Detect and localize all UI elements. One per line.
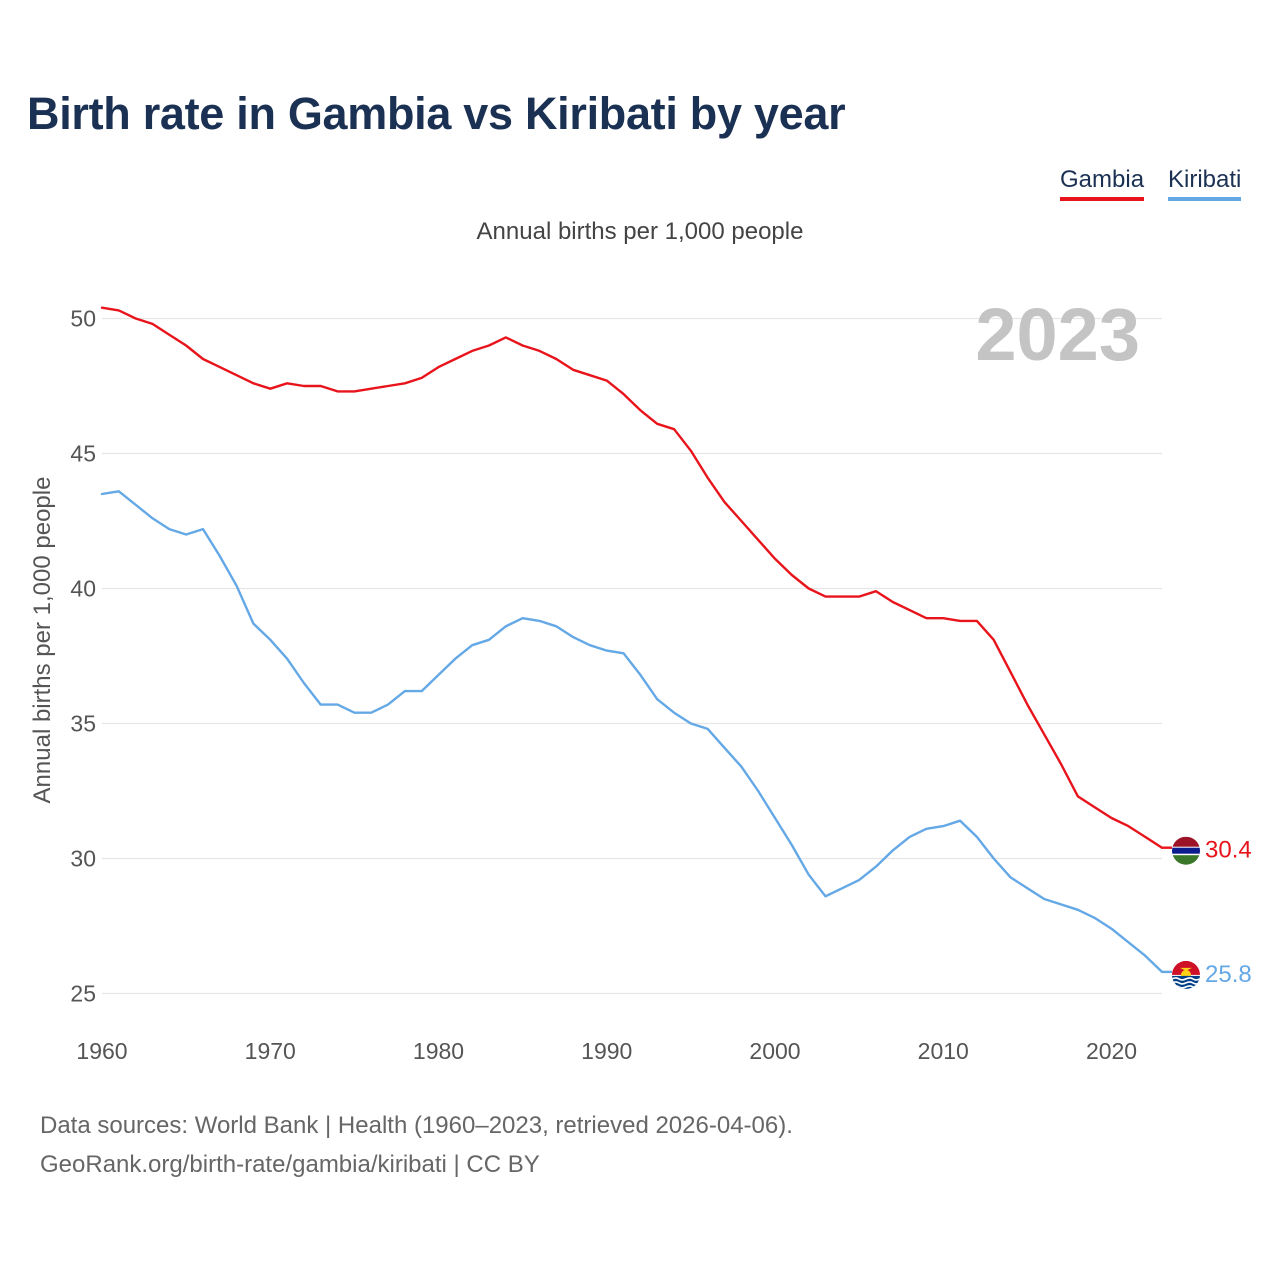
legend-swatch-gambia: [1060, 197, 1145, 201]
y-tick-label-30: 30: [70, 846, 96, 872]
source-line-2[interactable]: GeoRank.org/birth-rate/gambia/kiribati |…: [40, 1151, 540, 1178]
y-tick-label-45: 45: [70, 441, 96, 467]
line-chart: 25 30 35 40 45 50 1960 1970 1980 1990 2000 2010 202…: [29, 293, 1252, 1064]
legend-swatch-kiribati: [1168, 197, 1242, 201]
x-tick-label-1960: 1960: [76, 1038, 127, 1064]
y-tick-label-35: 35: [70, 711, 96, 737]
y-tick-label-40: 40: [70, 576, 96, 602]
series-layer: [100, 306, 1172, 974]
data-sources: Data sources: World Bank | Health (1960–…: [40, 1106, 793, 1184]
series-line-kiribati[interactable]: [100, 490, 1164, 974]
end-value-label-gambia: 30.4: [1205, 837, 1252, 864]
kiribati-flag-icon: [1172, 960, 1200, 989]
legend-label-kiribati: Kiribati: [1168, 166, 1242, 193]
y-axis-label: Annual births per 1,000 people: [29, 477, 56, 804]
x-tick-labels: 1960 1970 1980 1990 2000 2010 2020: [76, 1038, 1137, 1064]
x-tick-label-2000: 2000: [749, 1038, 800, 1064]
chart-subtitle: Annual births per 1,000 people: [476, 218, 804, 245]
source-line-1: Data sources: World Bank | Health (1960–…: [40, 1112, 793, 1139]
chart-title: Birth rate in Gambia vs Kiribati by year: [27, 88, 846, 139]
legend-item-kiribati[interactable]: Kiribati: [1168, 166, 1242, 201]
gambia-flag-icon: [1172, 836, 1200, 865]
x-tick-label-2020: 2020: [1086, 1038, 1137, 1064]
y-tick-labels: 25 30 35 40 45 50: [70, 306, 96, 1007]
y-tick-label-50: 50: [70, 306, 96, 332]
grid-layer: [102, 317, 1162, 995]
series-line-gambia[interactable]: [100, 306, 1164, 849]
end-value-label-kiribati: 25.8: [1205, 961, 1252, 988]
x-tick-label-1980: 1980: [413, 1038, 464, 1064]
legend-item-gambia[interactable]: Gambia: [1060, 166, 1145, 201]
x-tick-label-2010: 2010: [918, 1038, 969, 1064]
x-tick-label-1970: 1970: [245, 1038, 296, 1064]
x-tick-label-1990: 1990: [581, 1038, 632, 1064]
y-tick-label-25: 25: [70, 981, 96, 1007]
year-watermark: 2023: [975, 293, 1140, 376]
legend-label-gambia: Gambia: [1060, 166, 1145, 193]
